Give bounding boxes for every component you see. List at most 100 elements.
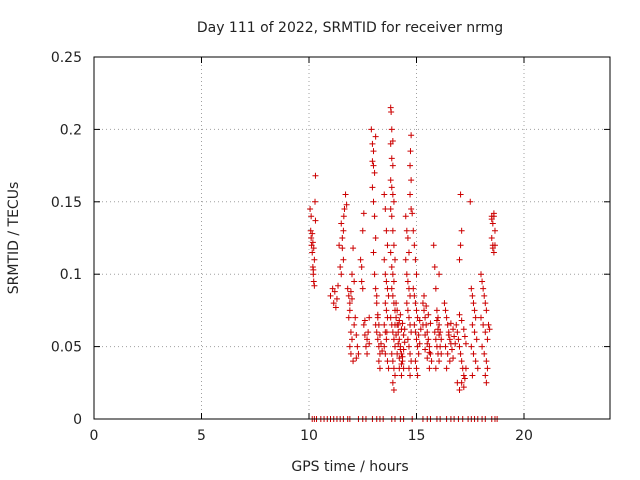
data-point [407,372,414,379]
data-point [389,162,396,169]
data-point [369,184,376,191]
data-point [412,300,419,307]
data-point [437,343,444,350]
data-point [457,242,464,249]
data-point [402,256,409,263]
data-point [455,336,462,343]
data-point [442,343,449,350]
data-point [436,271,443,278]
data-point [482,329,489,336]
data-point [389,358,396,365]
data-point [371,271,378,278]
data-point [483,358,490,365]
data-point [390,278,397,285]
data-point [396,336,403,343]
data-point [310,278,317,285]
x-axis-label: GPS time / hours [291,459,408,475]
data-point [435,314,441,321]
data-point [366,340,373,347]
data-point [405,249,412,256]
data-point [443,314,450,321]
data-point [347,288,354,295]
data-point [405,343,412,350]
data-point [480,321,487,328]
data-point [394,350,401,357]
data-point [359,285,366,292]
data-point [398,372,405,379]
data-point [450,326,457,333]
data-point [411,242,418,249]
data-point [312,172,319,179]
data-point [389,137,396,144]
data-point [444,350,451,357]
data-point [311,282,318,289]
data-point [404,278,411,285]
data-point [469,321,476,328]
data-point [413,336,420,343]
data-point [446,358,453,365]
data-point [404,235,411,241]
data-point [430,242,437,249]
data-point [438,336,445,343]
data-point [332,304,339,311]
data-point [460,372,467,379]
data-point [410,285,417,292]
data-point [470,350,477,357]
data-point [426,365,433,372]
data-point [364,336,371,343]
data-point [347,329,354,336]
data-point [407,191,414,198]
data-point [478,314,484,321]
data-point [350,245,357,252]
data-point [471,329,478,336]
data-point [370,249,377,256]
data-point [488,235,495,241]
data-point [401,326,408,333]
data-point [308,213,315,220]
data-point [335,282,342,289]
data-point [345,314,352,321]
data-point [346,343,353,350]
data-point [374,314,381,321]
data-point [393,314,400,321]
data-point [398,360,405,367]
data-point [410,227,417,234]
data-point [451,333,458,340]
data-point [339,235,346,241]
data-point [469,292,476,299]
data-point [482,300,489,307]
data-point [340,213,347,220]
data-point [374,336,381,343]
x-tick-label: 10 [300,428,318,444]
y-tick-label: 0.05 [51,340,82,356]
data-point [488,216,495,223]
data-point [481,350,488,357]
data-point [382,206,389,213]
data-point [382,350,389,357]
data-point [467,198,474,205]
data-point [331,288,338,295]
data-point [413,365,420,372]
data-point [445,332,452,339]
data-point [408,132,415,139]
data-point [409,210,416,217]
data-point [432,365,439,372]
data-point [461,375,468,382]
data-point [312,217,319,224]
data-point [413,307,420,314]
data-point [401,339,408,346]
data-point [373,300,380,307]
data-point [310,266,317,273]
data-point [485,321,492,328]
data-point [370,162,377,169]
data-point [360,321,367,328]
data-point [375,321,382,328]
data-point [438,350,445,357]
data-point [375,358,382,365]
data-point [369,158,376,165]
data-point [361,332,368,339]
data-point [388,285,395,292]
data-point [362,343,369,350]
data-point [388,263,395,270]
